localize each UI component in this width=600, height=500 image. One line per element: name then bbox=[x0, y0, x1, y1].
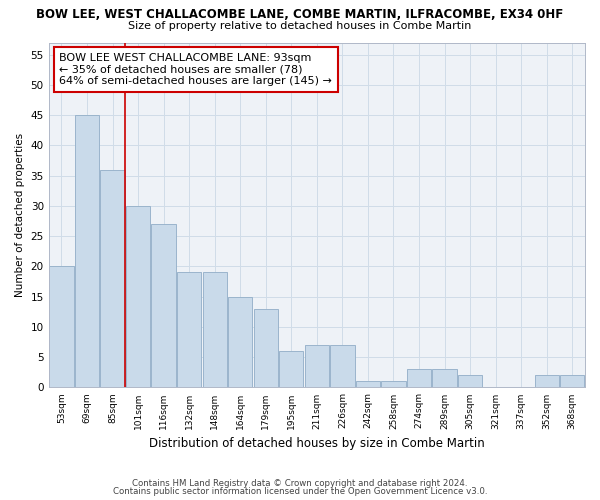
Bar bbox=[330, 345, 355, 388]
Bar bbox=[407, 370, 431, 388]
Bar bbox=[279, 351, 304, 388]
Text: Size of property relative to detached houses in Combe Martin: Size of property relative to detached ho… bbox=[128, 21, 472, 31]
Bar bbox=[151, 224, 176, 388]
Y-axis label: Number of detached properties: Number of detached properties bbox=[15, 133, 25, 297]
Bar bbox=[254, 309, 278, 388]
X-axis label: Distribution of detached houses by size in Combe Martin: Distribution of detached houses by size … bbox=[149, 437, 485, 450]
Bar bbox=[305, 345, 329, 388]
Text: Contains HM Land Registry data © Crown copyright and database right 2024.: Contains HM Land Registry data © Crown c… bbox=[132, 478, 468, 488]
Bar bbox=[177, 272, 201, 388]
Bar bbox=[49, 266, 74, 388]
Bar bbox=[203, 272, 227, 388]
Bar bbox=[382, 382, 406, 388]
Bar bbox=[433, 370, 457, 388]
Text: BOW LEE WEST CHALLACOMBE LANE: 93sqm
← 35% of detached houses are smaller (78)
6: BOW LEE WEST CHALLACOMBE LANE: 93sqm ← 3… bbox=[59, 53, 332, 86]
Bar bbox=[228, 296, 253, 388]
Bar bbox=[535, 376, 559, 388]
Text: BOW LEE, WEST CHALLACOMBE LANE, COMBE MARTIN, ILFRACOMBE, EX34 0HF: BOW LEE, WEST CHALLACOMBE LANE, COMBE MA… bbox=[37, 8, 563, 20]
Bar bbox=[458, 376, 482, 388]
Text: Contains public sector information licensed under the Open Government Licence v3: Contains public sector information licen… bbox=[113, 487, 487, 496]
Bar bbox=[356, 382, 380, 388]
Bar bbox=[75, 115, 99, 388]
Bar bbox=[100, 170, 125, 388]
Bar bbox=[126, 206, 150, 388]
Bar bbox=[560, 376, 584, 388]
